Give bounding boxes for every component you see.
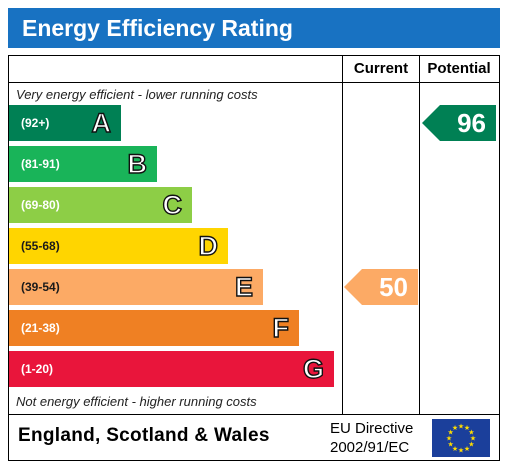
caption-bottom: Not energy efficient - higher running co… [16, 394, 257, 409]
header-divider [8, 82, 500, 83]
band-letter: B [127, 148, 148, 179]
column-header-potential: Potential [427, 60, 491, 77]
eu-star-icon: ★ [468, 429, 474, 437]
current-rating-arrow-shape [344, 269, 418, 305]
eu-directive: EU Directive 2002/91/EC [330, 419, 430, 457]
potential-rating-arrow-shape [422, 105, 496, 141]
potential-rating-pointer: 96 [422, 105, 496, 141]
eu-star-icon: ★ [452, 424, 458, 432]
band-letter: F [272, 312, 290, 343]
rating-table-frame [8, 55, 500, 461]
band-letter: E [234, 271, 253, 302]
eu-star-icon: ★ [446, 435, 452, 443]
eu-directive-line1: EU Directive [330, 420, 414, 437]
band-letter: G [302, 353, 324, 384]
band-range-label: (21-38) [21, 321, 60, 335]
eu-star-icon: ★ [447, 429, 453, 437]
eu-star-icon: ★ [458, 423, 464, 431]
eu-directive-line2: 2002/91/EC [330, 439, 410, 456]
eu-star-icon: ★ [458, 447, 464, 455]
current-rating-arrow [344, 269, 418, 305]
eu-star-icon: ★ [452, 445, 458, 453]
footer-divider [8, 414, 500, 415]
eu-star-icon: ★ [468, 441, 474, 449]
potential-rating-arrow [422, 105, 496, 141]
page-title: Energy Efficiency Rating [22, 15, 293, 41]
caption-top: Very energy efficient - lower running co… [16, 87, 258, 102]
eu-star-icon: ★ [470, 435, 476, 443]
eu-star-icon: ★ [464, 424, 470, 432]
band-g: (1-20) G [9, 351, 334, 387]
column-divider-current [342, 55, 343, 415]
column-divider-potential [419, 55, 420, 415]
band-letter: A [91, 107, 112, 138]
eu-star-icon: ★ [464, 445, 470, 453]
band-letter: D [198, 230, 219, 261]
band-range-label: (39-54) [21, 280, 60, 294]
band-range-label: (55-68) [21, 239, 60, 253]
band-range-label: (92+) [21, 116, 50, 130]
band-range-label: (69-80) [21, 198, 60, 212]
band-range-label: (81-91) [21, 157, 60, 171]
eu-star-icon: ★ [447, 441, 453, 449]
column-header-current: Current [353, 60, 409, 77]
header-bar: Energy Efficiency Rating [8, 8, 500, 48]
band-f: (21-38) F [9, 310, 299, 346]
band-d: (55-68) D [9, 228, 228, 264]
band-e: (39-54) E [9, 269, 263, 305]
band-b: (81-91) B [9, 146, 157, 182]
band-letter: C [162, 189, 183, 220]
band-range-label: (1-20) [21, 362, 54, 376]
footer-region: England, Scotland & Wales [18, 425, 270, 446]
current-rating-pointer: 50 [344, 269, 418, 305]
eu-flag-icon: ★ ★ ★ ★ ★ ★ ★ ★ ★ ★ ★ ★ [432, 419, 490, 457]
eu-stars-icon: ★ ★★★★★★★★★★★ [446, 423, 476, 455]
potential-rating-value: 96 [457, 108, 486, 138]
current-rating-value: 50 [379, 272, 408, 302]
band-c: (69-80) C [9, 187, 192, 223]
band-a: (92+) A [9, 105, 121, 141]
